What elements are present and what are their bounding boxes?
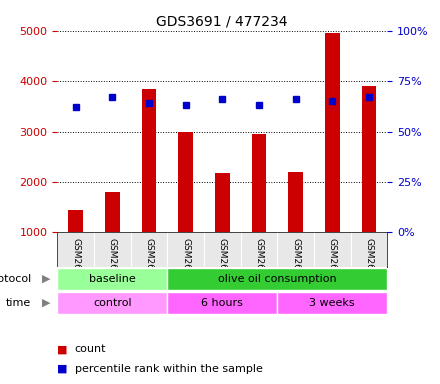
Bar [362, 86, 376, 232]
Text: ■: ■ [57, 364, 68, 374]
FancyBboxPatch shape [167, 268, 387, 290]
Bar [68, 210, 83, 232]
Text: percentile rank within the sample: percentile rank within the sample [75, 364, 263, 374]
Bar [325, 33, 340, 232]
Bar [105, 192, 120, 232]
Bar [215, 173, 230, 232]
FancyBboxPatch shape [57, 292, 167, 314]
Text: GSM266997: GSM266997 [108, 238, 117, 292]
FancyBboxPatch shape [57, 268, 167, 290]
Text: ■: ■ [57, 344, 68, 354]
Text: count: count [75, 344, 106, 354]
Bar [252, 134, 266, 232]
Text: baseline: baseline [89, 274, 136, 284]
Bar [288, 172, 303, 232]
Text: GSM267001: GSM267001 [254, 238, 264, 292]
Title: GDS3691 / 477234: GDS3691 / 477234 [157, 14, 288, 28]
Text: GSM266996: GSM266996 [71, 238, 80, 292]
Text: time: time [6, 298, 31, 308]
FancyBboxPatch shape [167, 292, 277, 314]
Text: GSM266998: GSM266998 [144, 238, 154, 292]
Text: GSM267003: GSM267003 [328, 238, 337, 292]
Text: GSM267002: GSM267002 [291, 238, 300, 292]
Bar [142, 89, 156, 232]
Text: GSM267000: GSM267000 [218, 238, 227, 292]
Text: protocol: protocol [0, 274, 31, 284]
Text: GSM266999: GSM266999 [181, 238, 190, 292]
Text: ▶: ▶ [42, 274, 51, 284]
Text: GSM267004: GSM267004 [364, 238, 374, 292]
Text: olive oil consumption: olive oil consumption [218, 274, 337, 284]
Text: control: control [93, 298, 132, 308]
Text: ▶: ▶ [42, 298, 51, 308]
Text: 6 hours: 6 hours [201, 298, 243, 308]
FancyBboxPatch shape [277, 292, 387, 314]
Bar [178, 132, 193, 232]
Text: 3 weeks: 3 weeks [309, 298, 355, 308]
